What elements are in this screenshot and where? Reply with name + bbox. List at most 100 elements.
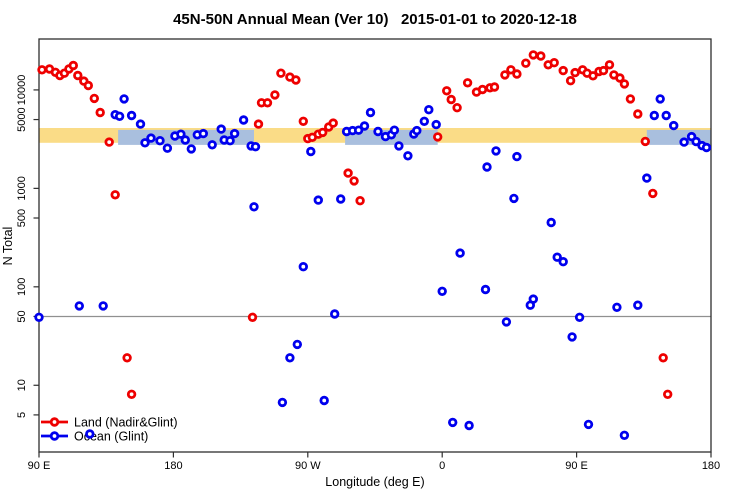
- data-point: [349, 176, 359, 186]
- data-point: [262, 98, 273, 108]
- data-point: [126, 389, 137, 399]
- x-tick-label: 0: [439, 460, 445, 472]
- data-point: [403, 151, 413, 161]
- data-point: [455, 248, 465, 258]
- data-point: [604, 60, 615, 70]
- data-point: [229, 128, 240, 139]
- data-point: [216, 124, 226, 134]
- data-point: [598, 65, 609, 76]
- data-point: [588, 71, 598, 81]
- data-point: [328, 118, 338, 128]
- data-point: [389, 125, 400, 135]
- y-tick-label: 10: [16, 379, 28, 391]
- data-point: [319, 395, 329, 406]
- data-point: [238, 115, 249, 125]
- data-point: [612, 302, 622, 312]
- data-point: [424, 104, 434, 115]
- data-point: [373, 126, 383, 137]
- data-point: [306, 146, 316, 157]
- data-point: [313, 195, 323, 205]
- y-tick-label: 500: [16, 209, 28, 227]
- data-point: [207, 140, 217, 150]
- data-point: [501, 317, 512, 327]
- data-point: [480, 284, 491, 295]
- data-point: [437, 286, 447, 296]
- y-axis-label: N Total: [1, 227, 15, 266]
- data-point: [114, 111, 125, 121]
- chart-title: 45N-50N Annual Mean (Ver 10) 2015-01-01 …: [173, 11, 577, 28]
- data-point: [512, 151, 522, 162]
- data-point: [83, 80, 93, 91]
- data-point: [679, 137, 689, 147]
- data-point: [89, 93, 99, 104]
- data-point: [446, 94, 456, 105]
- data-point: [552, 252, 562, 262]
- data-point: [277, 397, 288, 408]
- data-point: [528, 50, 538, 60]
- data-point: [521, 58, 531, 68]
- data-point: [355, 195, 365, 206]
- data-point: [359, 121, 370, 131]
- data-point: [140, 138, 150, 148]
- data-point: [633, 300, 643, 310]
- data-point: [250, 141, 261, 152]
- data-point: [298, 116, 308, 126]
- data-point: [122, 353, 132, 363]
- data-point: [500, 70, 510, 80]
- legend-label-land: Land (Nadir&Glint): [74, 416, 178, 430]
- y-tick-label: 5: [16, 412, 28, 418]
- data-point: [658, 353, 668, 363]
- data-point: [343, 168, 353, 178]
- data-points: [34, 50, 712, 440]
- data-point: [506, 65, 516, 75]
- data-point: [642, 173, 652, 183]
- data-point: [270, 90, 280, 100]
- data-point: [477, 84, 488, 95]
- data-point: [619, 79, 630, 89]
- y-tick-label: 10000: [16, 75, 28, 106]
- data-point: [330, 309, 340, 319]
- data-point: [162, 143, 173, 153]
- data-point: [419, 116, 429, 126]
- data-point: [247, 312, 258, 322]
- data-point: [574, 312, 585, 322]
- x-tick-label: 90 E: [28, 460, 51, 472]
- data-point: [583, 419, 594, 430]
- data-point: [249, 202, 259, 212]
- data-point: [661, 110, 671, 121]
- x-tick-label: 90 E: [565, 460, 588, 472]
- data-point: [448, 417, 458, 428]
- x-tick-label: 180: [164, 460, 182, 472]
- data-point: [225, 135, 235, 146]
- data-point: [549, 58, 559, 68]
- data-point: [669, 120, 679, 131]
- y-tick-label: 100: [16, 278, 28, 296]
- legend-marker-ocean: [49, 431, 60, 441]
- y-tick-label: 1000: [16, 176, 28, 200]
- data-point: [176, 129, 186, 139]
- data-point: [619, 430, 630, 440]
- data-point: [431, 119, 441, 130]
- data-point: [570, 67, 580, 78]
- data-point: [433, 132, 443, 142]
- data-point: [353, 125, 364, 135]
- data-point: [491, 146, 501, 156]
- data-point: [640, 136, 650, 147]
- x-tick-label: 90 W: [295, 460, 321, 472]
- data-point: [276, 68, 286, 78]
- data-point: [95, 107, 105, 118]
- data-point: [365, 107, 376, 118]
- x-axis-label: Longitude (deg E): [325, 475, 424, 489]
- data-point: [633, 109, 643, 119]
- legend-label-ocean: Ocean (Glint): [74, 430, 148, 444]
- data-point: [119, 94, 129, 104]
- data-point: [691, 136, 701, 147]
- data-point: [649, 110, 659, 121]
- data-point: [546, 217, 556, 228]
- data-point: [126, 110, 137, 121]
- data-point: [509, 193, 519, 204]
- data-point: [489, 82, 500, 92]
- data-point: [464, 420, 474, 431]
